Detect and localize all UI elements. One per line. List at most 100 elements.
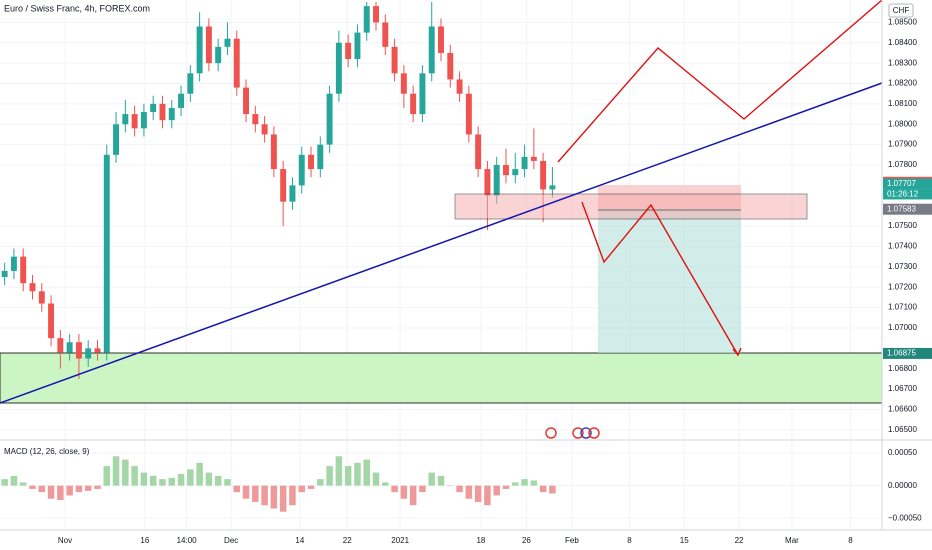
candle-body [48, 303, 55, 339]
x-tick-label: Feb [565, 536, 579, 545]
event-icon [545, 427, 557, 439]
candle-body [178, 93, 185, 108]
candle-body [215, 46, 222, 64]
candle-body [475, 134, 482, 170]
candle-body [317, 144, 324, 170]
candle-body [159, 103, 166, 121]
candle-body [530, 156, 537, 161]
macd-bar [344, 466, 352, 486]
y-tick-label: 1.07300 [888, 262, 917, 271]
event-icon [588, 427, 600, 439]
macd-bar [317, 479, 324, 486]
candle-body [187, 73, 194, 94]
event-icon [580, 427, 592, 439]
candle-body [289, 185, 296, 202]
y-tick-label: 1.06500 [888, 425, 917, 434]
candle-body [29, 283, 36, 292]
price-tag [883, 347, 932, 359]
y-tick-label: 1.08500 [888, 18, 917, 27]
macd-bar [549, 485, 556, 494]
macd-bar [382, 482, 389, 486]
candle-body [1, 270, 8, 278]
macd-bar [539, 485, 547, 493]
macd-bar [242, 485, 250, 499]
macd-bar [474, 485, 482, 502]
macd-bar [409, 485, 417, 506]
candle-body [298, 154, 305, 186]
bear-path [581, 201, 739, 356]
macd-bar [447, 485, 454, 487]
macd-bar [400, 485, 408, 499]
candle-body [438, 26, 444, 53]
macd-bar [122, 459, 129, 486]
y-tick-label: 0.00050 [888, 448, 917, 457]
macd-bar [335, 456, 343, 486]
candle-body [38, 291, 45, 304]
target-area [598, 212, 741, 353]
macd-bar [1, 479, 8, 486]
y-tick-label: 1.08300 [888, 58, 917, 67]
macd-bar [270, 485, 278, 509]
candle-body [66, 342, 73, 353]
candle-body [196, 26, 203, 74]
macd-bar [66, 485, 73, 496]
currency: CHF [893, 6, 910, 15]
y-tick-label: −0.00050 [888, 513, 922, 522]
macd-bar [279, 485, 287, 512]
y-tick-label: 1.06600 [888, 405, 917, 414]
macd-bar [354, 462, 361, 486]
candle-body [85, 348, 92, 359]
resistance-box [454, 193, 808, 220]
candle-body [382, 22, 389, 47]
candle-body [400, 73, 407, 94]
candle-body [168, 107, 175, 121]
x-tick-label: 15 [680, 536, 689, 545]
macd-bar [372, 472, 380, 486]
macd-bar [419, 485, 426, 493]
macd-bar [298, 485, 305, 493]
candle-body [10, 256, 17, 271]
candle-body [419, 73, 426, 115]
macd-bar [131, 466, 138, 486]
candle-body [493, 165, 500, 196]
candle-body [103, 154, 110, 353]
candle-body [363, 6, 370, 33]
candle-body [233, 38, 240, 88]
macd-bar [465, 485, 473, 499]
macd-bar [205, 472, 213, 486]
candle-body [270, 134, 277, 170]
macd-bar [196, 462, 203, 486]
candle-body [391, 46, 398, 74]
candle-body [57, 338, 64, 353]
y-tick-label: 1.06700 [888, 384, 917, 393]
x-tick-label: 22 [343, 536, 352, 545]
y-tick-label: 1.06800 [888, 364, 917, 373]
price-tag-label: 1.07707 [887, 179, 916, 188]
candle-body [335, 42, 342, 94]
candle-body [484, 169, 491, 196]
bull-path [557, 0, 883, 163]
macd-bar [456, 485, 463, 493]
countdown: 01:26:12 [887, 190, 919, 199]
candle-body [373, 6, 379, 23]
macd-bar [10, 475, 18, 486]
macd-bar [84, 485, 92, 491]
macd-bar [363, 459, 370, 486]
macd-bar [502, 485, 510, 489]
candle-body [131, 114, 138, 129]
macd-bar [187, 469, 194, 486]
event-icon [572, 427, 584, 439]
candle-body [345, 42, 352, 60]
candle-body [113, 124, 120, 155]
candle-body [308, 154, 314, 170]
x-tick-label: 2021 [391, 536, 409, 545]
arrow-head [732, 347, 742, 357]
macd-title: MACD (12, 26, close, 9) [4, 447, 90, 456]
candle-body [94, 348, 101, 353]
grid [0, 0, 882, 530]
candle-body [243, 87, 250, 115]
macd-bar [391, 485, 398, 493]
currency-box [888, 3, 914, 18]
macd-bar [57, 485, 64, 500]
